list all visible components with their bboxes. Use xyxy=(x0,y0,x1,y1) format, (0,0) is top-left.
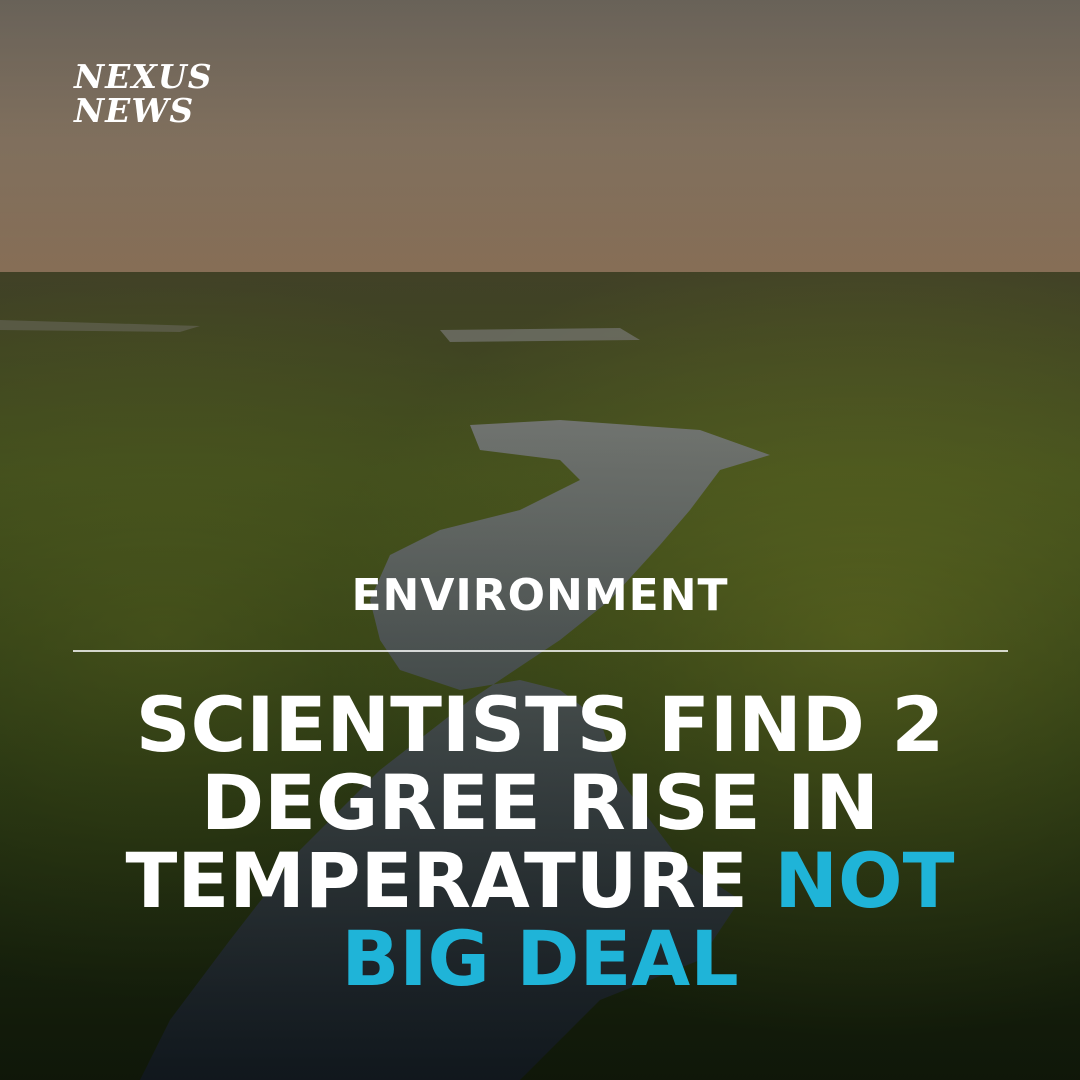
brand-logo: NEXUS NEWS xyxy=(74,60,213,128)
headline: SCIENTISTS FIND 2 DEGREE RISE IN TEMPERA… xyxy=(60,686,1020,998)
brand-logo-line-1: NEXUS xyxy=(74,57,213,96)
divider-line xyxy=(73,650,1008,652)
headline-text: SCIENTISTS FIND 2 DEGREE RISE IN TEMPERA… xyxy=(125,680,945,925)
headline-highlight: NOT BIG DEAL xyxy=(341,836,955,1003)
category-label: ENVIRONMENT xyxy=(351,570,729,621)
brand-logo-line-2: NEWS xyxy=(74,91,195,130)
